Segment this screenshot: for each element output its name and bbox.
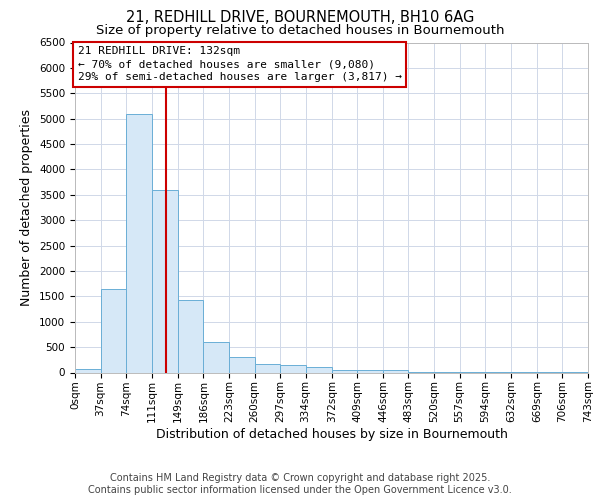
Bar (152, 190, 178, 372)
Text: 21, REDHILL DRIVE, BOURNEMOUTH, BH10 6AG: 21, REDHILL DRIVE, BOURNEMOUTH, BH10 6AG (126, 10, 474, 25)
Bar (305, 368, 332, 372)
Bar (383, 370, 409, 372)
Text: Size of property relative to detached houses in Bournemouth: Size of property relative to detached ho… (96, 24, 504, 37)
Bar (332, 370, 358, 372)
Bar (75, 368, 101, 372)
Bar (229, 357, 254, 372)
Bar (203, 342, 229, 372)
Bar (280, 365, 305, 372)
X-axis label: Distribution of detached houses by size in Bournemouth: Distribution of detached houses by size … (155, 428, 508, 441)
Text: 21 REDHILL DRIVE: 132sqm
← 70% of detached houses are smaller (9,080)
29% of sem: 21 REDHILL DRIVE: 132sqm ← 70% of detach… (78, 46, 402, 82)
Bar (358, 370, 383, 372)
Y-axis label: Number of detached properties: Number of detached properties (20, 109, 34, 306)
Bar (254, 364, 280, 372)
Text: Contains HM Land Registry data © Crown copyright and database right 2025.
Contai: Contains HM Land Registry data © Crown c… (88, 474, 512, 495)
Bar (126, 114, 152, 372)
Bar (178, 300, 203, 372)
Bar (101, 288, 126, 372)
